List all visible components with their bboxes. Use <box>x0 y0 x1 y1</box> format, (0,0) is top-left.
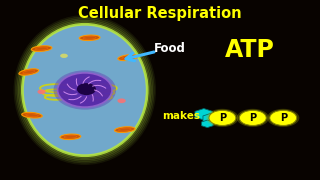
Circle shape <box>237 109 269 127</box>
Polygon shape <box>203 113 221 125</box>
Ellipse shape <box>22 112 42 118</box>
Text: P: P <box>249 113 256 123</box>
Text: P: P <box>219 113 226 123</box>
Ellipse shape <box>22 24 147 156</box>
Ellipse shape <box>58 73 112 107</box>
Polygon shape <box>195 109 213 120</box>
Circle shape <box>209 110 236 125</box>
Ellipse shape <box>77 83 96 95</box>
Circle shape <box>37 89 46 94</box>
Circle shape <box>270 110 297 125</box>
Ellipse shape <box>118 55 138 61</box>
Circle shape <box>267 109 299 127</box>
Ellipse shape <box>79 35 100 40</box>
Circle shape <box>206 109 238 127</box>
Text: Cellular Respiration: Cellular Respiration <box>78 6 242 21</box>
Circle shape <box>60 54 68 58</box>
Ellipse shape <box>19 69 39 75</box>
Ellipse shape <box>115 127 135 132</box>
Circle shape <box>239 110 266 125</box>
Text: P: P <box>280 113 287 123</box>
Ellipse shape <box>31 46 52 51</box>
Text: Food: Food <box>154 42 186 55</box>
Ellipse shape <box>53 70 116 110</box>
Ellipse shape <box>60 134 81 140</box>
Text: ATP: ATP <box>225 38 275 62</box>
Polygon shape <box>202 120 213 128</box>
Text: makes: makes <box>162 111 200 121</box>
Circle shape <box>117 98 126 103</box>
